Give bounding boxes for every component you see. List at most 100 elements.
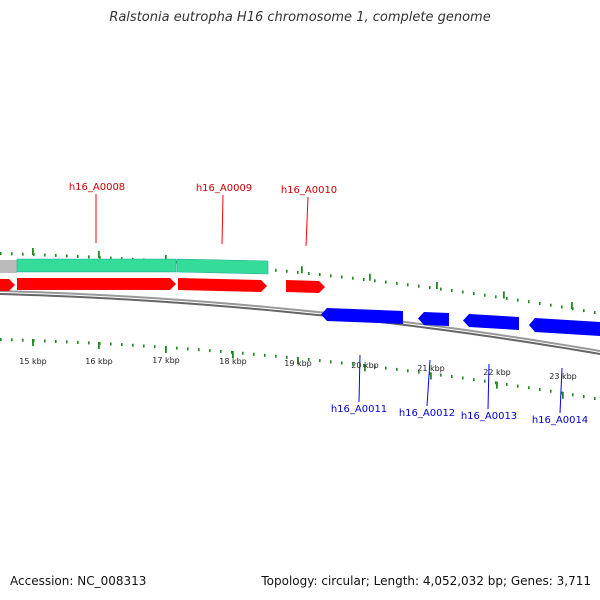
minor-tick (451, 289, 453, 292)
gene-label-layer: h16_A0008 h16_A0009 h16_A0010 h16_A0011 h16_… (69, 182, 588, 426)
minor-tick (308, 272, 310, 275)
minor-tick (528, 300, 530, 304)
forward-gene-arrow (286, 280, 325, 293)
minor-tick (374, 279, 376, 283)
major-tick-bottom (297, 357, 299, 364)
minor-tick (297, 270, 299, 274)
minor-tick (583, 395, 585, 399)
minor-tick (330, 274, 332, 278)
gene-leader-line (305, 196, 309, 247)
minor-tick (561, 391, 563, 395)
major-tick-bottom (98, 341, 100, 349)
minor-tick (352, 276, 354, 280)
genome-title: Ralstonia eutropha H16 chromosome 1, com… (109, 10, 491, 25)
minor-tick (55, 339, 57, 343)
tick-label-layer: 15 kbp 16 kbp 17 kbp 18 kbp 19 kbp 20 kbp 21 k… (19, 356, 577, 381)
major-tick-bottom (32, 339, 34, 347)
minor-tick (506, 382, 508, 386)
tick-label: 21 kbp (417, 364, 445, 373)
genome-summary-text: Topology: circular; Length: 4,052,032 bp… (261, 574, 591, 588)
minor-tick (363, 364, 365, 367)
minor-tick (121, 343, 123, 347)
minor-tick (220, 350, 222, 353)
major-tick-bottom (165, 346, 167, 353)
minor-tick (594, 397, 596, 400)
minor-tick (407, 369, 409, 373)
minor-tick (418, 284, 420, 288)
forward-gene-track (0, 278, 325, 293)
feature-band-grey (0, 260, 17, 273)
minor-tick (550, 303, 552, 307)
minor-tick (121, 257, 123, 261)
minor-tick (198, 348, 200, 352)
minor-tick (561, 305, 563, 309)
minor-tick (231, 350, 233, 354)
major-tick-top (369, 273, 371, 281)
tick-label: 23 kbp (549, 372, 577, 381)
minor-tick (0, 338, 2, 341)
tick-label: 20 kbp (351, 361, 379, 370)
major-tick-top (571, 302, 573, 310)
minor-tick (517, 384, 519, 388)
minor-tick (319, 273, 321, 277)
minor-tick (88, 255, 90, 259)
reverse-gene-arrow (321, 308, 403, 324)
minor-tick (286, 355, 288, 359)
feature-band-track (0, 258, 269, 275)
feature-band (176, 258, 269, 275)
minor-tick (264, 353, 266, 357)
tick-label: 19 kbp (284, 359, 312, 368)
minor-tick (132, 343, 134, 347)
feature-band (16, 258, 177, 273)
minor-tick (462, 290, 464, 294)
gene-leader-line (358, 354, 361, 403)
major-tick-top (301, 266, 303, 274)
minor-tick (451, 375, 453, 378)
forward-gene-arrow (178, 278, 267, 292)
minor-tick (341, 361, 343, 365)
minor-tick (330, 360, 332, 364)
minor-tick (22, 338, 24, 342)
minor-tick (484, 379, 486, 383)
minor-tick (308, 358, 310, 361)
major-tick-bottom (430, 372, 432, 380)
minor-tick (539, 302, 541, 305)
major-tick-bottom (232, 351, 234, 358)
minor-tick (484, 293, 486, 297)
major-tick-top (436, 282, 438, 289)
minor-tick (110, 256, 112, 260)
gene-leader-line (426, 359, 431, 407)
minor-tick (341, 275, 343, 279)
minor-tick (363, 278, 365, 281)
minor-tick (275, 268, 277, 272)
minor-tick (440, 287, 442, 291)
minor-tick (385, 280, 387, 284)
gene-label-h16_a0010: h16_A0010 (281, 185, 337, 196)
minor-tick (187, 347, 189, 351)
minor-tick (473, 378, 475, 382)
genome-backbone (0, 290, 600, 355)
minor-tick (462, 376, 464, 380)
minor-tick (473, 292, 475, 296)
reverse-gene-track (321, 308, 600, 336)
minor-tick (429, 372, 431, 376)
reverse-gene-arrow (529, 318, 600, 336)
backbone-line-outer (0, 290, 600, 352)
bottom-tick-track (0, 338, 596, 400)
tick-label: 16 kbp (85, 357, 113, 366)
major-tick-top (503, 291, 505, 299)
minor-tick (209, 349, 211, 353)
minor-tick (286, 269, 288, 273)
tick-label: 15 kbp (19, 357, 47, 366)
minor-tick (11, 252, 13, 256)
accession-text: Accession: NC_008313 (10, 574, 147, 588)
minor-tick (528, 386, 530, 390)
minor-tick (154, 345, 156, 349)
backbone-line-inner (0, 293, 600, 355)
reverse-gene-arrow (418, 312, 449, 326)
gene-leader-line (559, 367, 563, 414)
minor-tick (242, 351, 244, 355)
reverse-gene-arrow (463, 314, 519, 330)
minor-tick (440, 373, 442, 377)
minor-tick (176, 346, 178, 350)
